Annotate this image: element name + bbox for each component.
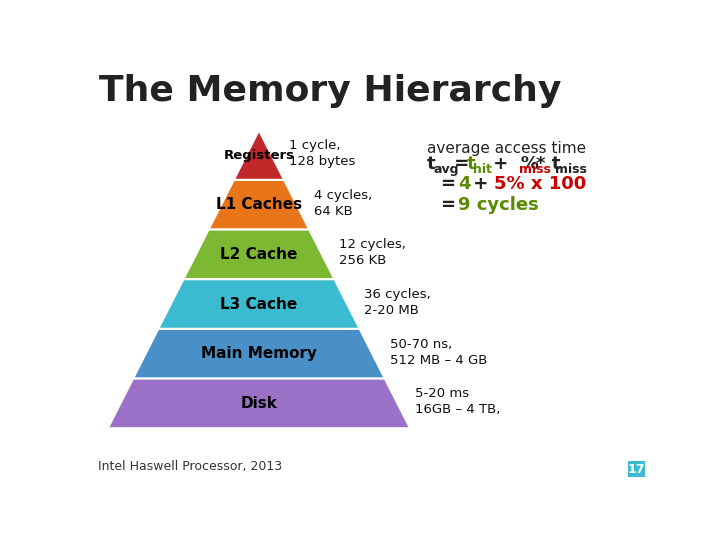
Text: =: = [441, 174, 462, 193]
Text: 50-70 ns,
512 MB – 4 GB: 50-70 ns, 512 MB – 4 GB [390, 338, 487, 367]
Text: L1 Caches: L1 Caches [216, 197, 302, 212]
Text: Disk: Disk [240, 396, 277, 411]
Text: miss: miss [554, 163, 587, 176]
Text: +: + [467, 174, 500, 193]
FancyBboxPatch shape [628, 461, 645, 477]
Text: average access time: average access time [427, 140, 586, 156]
Text: 1 cycle,
128 bytes: 1 cycle, 128 bytes [289, 139, 355, 168]
Text: Main Memory: Main Memory [201, 346, 317, 361]
Text: 5-20 ms
16GB – 4 TB,: 5-20 ms 16GB – 4 TB, [415, 387, 500, 416]
Text: =: = [448, 154, 475, 173]
Text: 36 cycles,
2-20 MB: 36 cycles, 2-20 MB [364, 288, 431, 317]
Text: +  %: + % [487, 154, 539, 173]
Text: The Memory Hierarchy: The Memory Hierarchy [99, 74, 562, 108]
Text: Registers: Registers [223, 148, 294, 161]
Text: * t: * t [536, 154, 560, 173]
Polygon shape [158, 279, 360, 329]
Text: Intel Haswell Processor, 2013: Intel Haswell Processor, 2013 [98, 460, 282, 473]
Text: avg: avg [433, 163, 459, 176]
Text: t: t [427, 154, 436, 173]
Polygon shape [234, 130, 284, 180]
Text: 9 cycles: 9 cycles [458, 196, 539, 214]
Polygon shape [184, 230, 335, 279]
Text: 4: 4 [458, 174, 471, 193]
Text: 4 cycles,
64 KB: 4 cycles, 64 KB [314, 188, 372, 218]
Text: t: t [467, 154, 475, 173]
Text: miss: miss [518, 163, 551, 176]
Text: =: = [441, 196, 462, 214]
Text: L2 Cache: L2 Cache [220, 247, 297, 262]
Text: 5% x 100: 5% x 100 [494, 174, 586, 193]
Polygon shape [133, 329, 385, 379]
Text: 17: 17 [628, 463, 645, 476]
Text: hit: hit [473, 163, 492, 176]
Text: L3 Cache: L3 Cache [220, 296, 297, 312]
Polygon shape [209, 180, 310, 230]
Text: 12 cycles,
256 KB: 12 cycles, 256 KB [339, 238, 406, 267]
Polygon shape [108, 379, 410, 428]
